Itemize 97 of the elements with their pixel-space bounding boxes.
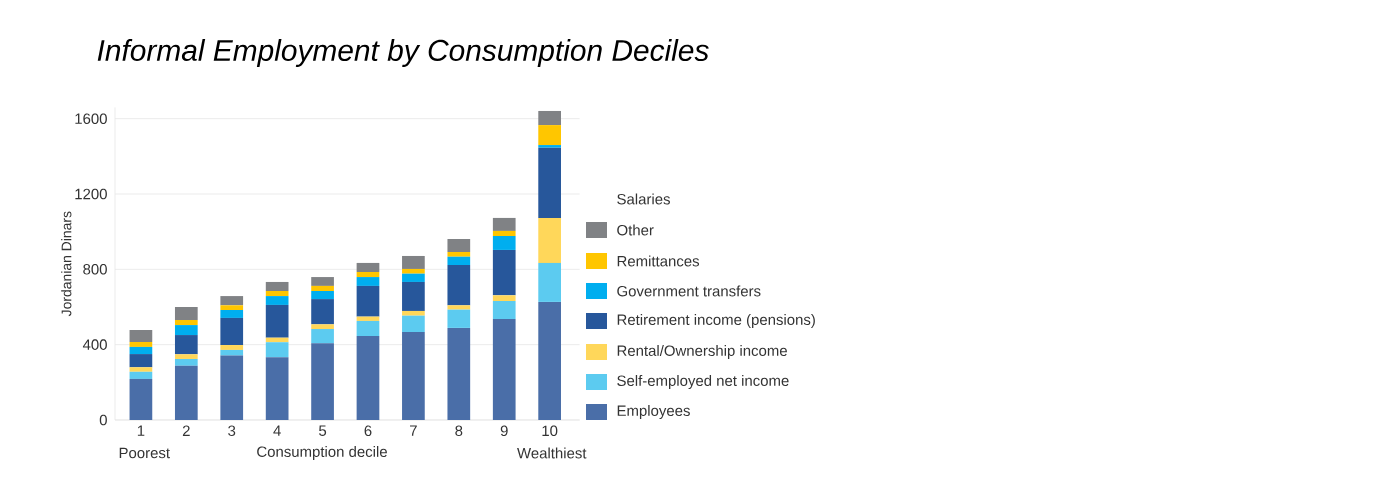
- bar: [265, 357, 289, 420]
- bar: [174, 354, 198, 359]
- bar: [220, 305, 244, 311]
- bar: [265, 281, 289, 291]
- bar: [538, 217, 561, 263]
- bar: [402, 273, 425, 282]
- bar: [402, 315, 425, 333]
- bar: [311, 285, 334, 291]
- x-tick-label: 1: [137, 425, 145, 436]
- chart-title: Informal Employment by Consumption Deciles: [97, 39, 709, 67]
- y-tick-label: 800: [83, 264, 107, 275]
- bar: [492, 295, 516, 301]
- bar: [129, 378, 153, 420]
- bar: [538, 262, 561, 302]
- bar: [356, 277, 380, 286]
- legend-label: Retirement income (pensions): [617, 314, 815, 328]
- bar: [492, 319, 516, 420]
- legend-title: Salaries: [617, 193, 670, 205]
- bar: [265, 304, 289, 338]
- legend-label: Government transfers: [617, 285, 761, 297]
- bar: [265, 296, 289, 305]
- x-axis-title: Consumption decile: [257, 446, 387, 460]
- bar: [220, 310, 244, 318]
- bar: [174, 365, 198, 420]
- x-tick-label: 2: [182, 425, 190, 436]
- bar: [447, 265, 471, 306]
- bar: [538, 301, 561, 420]
- bar: [311, 290, 334, 300]
- text: Poorest: [119, 447, 170, 459]
- bar: [447, 305, 471, 310]
- x-tick-label: 8: [455, 425, 463, 437]
- legend-label: Self-employed net income: [617, 375, 789, 389]
- bar: [174, 358, 198, 366]
- legend-label: Employees: [617, 405, 690, 419]
- bar: [356, 336, 380, 420]
- bar: [447, 327, 471, 420]
- bar: [492, 236, 516, 250]
- bar: [402, 281, 425, 311]
- y-axis-title: Jordanian Dinars: [61, 211, 72, 317]
- bar: [265, 342, 289, 358]
- bar: [220, 296, 244, 306]
- bar: [402, 332, 425, 420]
- bar: [356, 262, 380, 272]
- bar: [129, 329, 153, 343]
- bar: [129, 354, 153, 368]
- bar: [356, 316, 380, 321]
- bar: [220, 345, 244, 350]
- bar: [174, 319, 198, 326]
- bar: [447, 239, 471, 253]
- bar: [538, 145, 561, 148]
- bar: [492, 230, 516, 237]
- x-tick-label: 3: [228, 425, 236, 437]
- bar: [356, 285, 380, 317]
- bar: [311, 329, 334, 344]
- bar: [265, 290, 289, 297]
- bar: [129, 346, 153, 355]
- bar: [356, 271, 380, 278]
- bar: [311, 299, 334, 325]
- bar: [129, 367, 153, 372]
- bar: [492, 217, 516, 231]
- bar: [220, 355, 244, 420]
- bar: [356, 320, 380, 336]
- y-tick-label: 1200: [75, 188, 107, 200]
- bar: [447, 309, 471, 328]
- bar: [311, 343, 334, 420]
- bar: [174, 335, 198, 355]
- x-tick-label: 10: [542, 425, 558, 437]
- x-tick-label: 9: [500, 425, 508, 437]
- x-tick-label: 7: [410, 425, 417, 436]
- bar: [174, 307, 198, 320]
- bar: [492, 249, 516, 296]
- bar: [492, 300, 516, 320]
- text: Wealthiest: [517, 447, 587, 459]
- bar: [402, 310, 425, 316]
- bar: [538, 147, 561, 218]
- x-tick-label: 6: [364, 425, 372, 437]
- bar: [402, 255, 425, 269]
- x-tick-label: 5: [319, 425, 327, 436]
- legend-label: Other: [617, 224, 654, 236]
- bar: [129, 371, 153, 379]
- bar: [220, 317, 244, 346]
- bar: [447, 256, 471, 265]
- bar: [402, 268, 425, 274]
- bar: [174, 325, 198, 336]
- x-tick-label: 4: [273, 425, 281, 436]
- legend-label: Remittances: [617, 255, 700, 267]
- bar: [311, 277, 334, 286]
- legend-label: Rental/Ownership income: [617, 345, 787, 359]
- bar: [538, 110, 561, 126]
- bar: [447, 252, 471, 257]
- bar: [311, 324, 334, 330]
- y-tick-label: 400: [82, 339, 107, 350]
- y-tick-label: 0: [99, 414, 107, 426]
- bar: [538, 125, 561, 146]
- bar: [129, 342, 153, 347]
- bar: [220, 349, 244, 356]
- y-tick-label: 1600: [75, 113, 107, 124]
